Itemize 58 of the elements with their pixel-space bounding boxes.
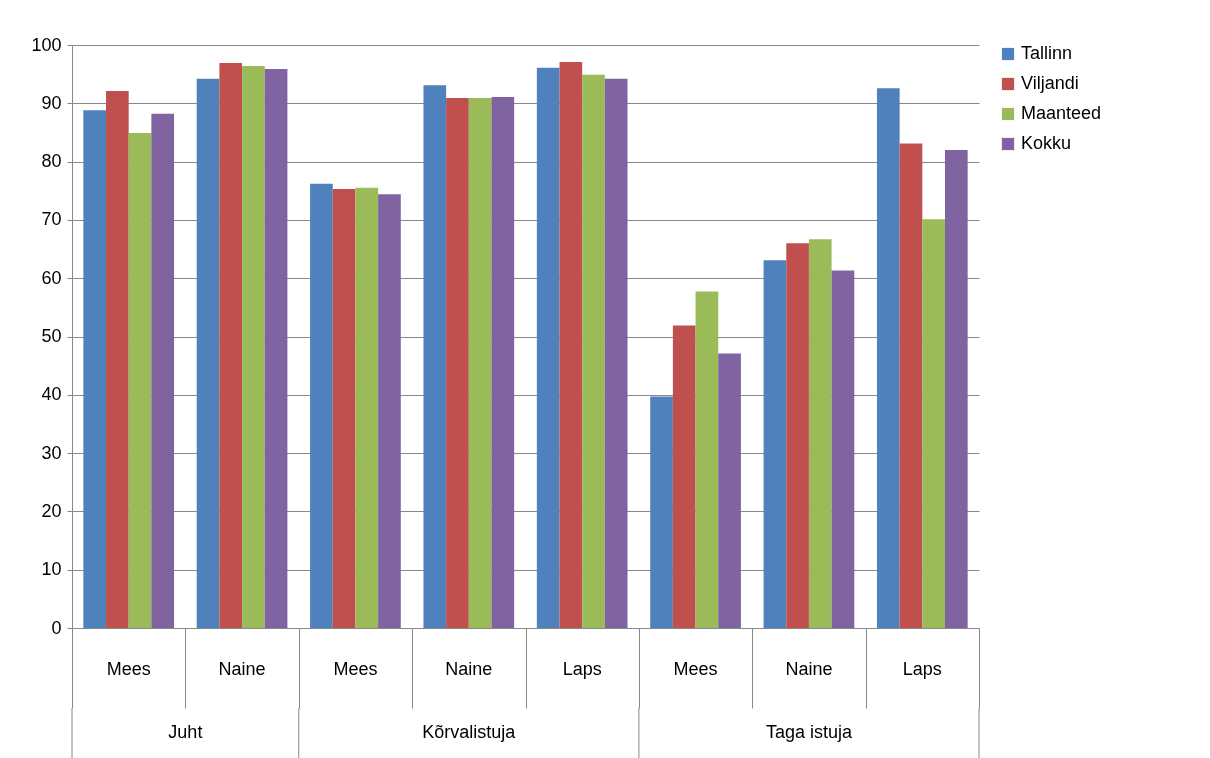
legend-label: Tallinn — [1021, 43, 1073, 63]
bar — [83, 110, 107, 628]
bar — [219, 63, 243, 628]
x-tick-label: Naine — [785, 659, 833, 679]
bar — [831, 270, 855, 628]
x-tick-label: Mees — [106, 659, 151, 679]
y-tick-label: 0 — [51, 617, 62, 638]
bar — [808, 239, 832, 628]
bar — [423, 85, 447, 628]
bar — [310, 183, 333, 628]
y-tick-label: 20 — [41, 500, 62, 521]
y-tick-label: 30 — [41, 442, 62, 463]
bar — [718, 353, 741, 628]
y-tick-label: 100 — [31, 34, 62, 55]
bar — [242, 65, 265, 628]
bar — [763, 260, 787, 628]
y-tick-label: 80 — [41, 151, 62, 172]
x-tick-label: Mees — [333, 659, 378, 679]
legend-label: Kokku — [1021, 133, 1072, 153]
bar — [650, 396, 673, 628]
bar — [582, 74, 605, 628]
bar — [468, 98, 492, 628]
bar — [491, 96, 515, 628]
bar — [672, 325, 696, 628]
bar — [151, 113, 175, 628]
y-tick-label: 90 — [41, 92, 62, 113]
bar — [695, 291, 719, 628]
bar — [559, 61, 583, 628]
bar — [604, 78, 628, 628]
legend-label: Maanteed — [1021, 103, 1102, 123]
y-tick-label: 70 — [41, 209, 62, 230]
text: Taga istuja — [765, 722, 853, 742]
bar — [899, 143, 923, 628]
bar — [128, 133, 152, 628]
bar — [332, 189, 356, 628]
bar — [378, 194, 401, 628]
bar — [876, 88, 900, 628]
x-tick-label: Laps — [562, 659, 602, 679]
bar — [355, 187, 379, 628]
x-tick-label: Laps — [902, 659, 942, 679]
x-tick-label: Naine — [218, 659, 266, 679]
text: Kõrvalistuja — [422, 722, 517, 742]
bar — [786, 243, 809, 628]
bar — [446, 98, 469, 628]
legend-label: Viljandi — [1021, 73, 1079, 93]
x-tick-label: Mees — [673, 659, 718, 679]
bar — [922, 219, 945, 628]
y-tick-label: 40 — [41, 384, 62, 405]
bar — [264, 68, 288, 628]
y-tick-label: 10 — [41, 559, 62, 580]
bar — [196, 78, 220, 628]
y-tick-label: 60 — [41, 267, 62, 288]
x-tick-label: Naine — [445, 659, 493, 679]
bar — [106, 91, 129, 628]
y-tick-label: 50 — [41, 326, 62, 346]
bar — [944, 149, 968, 628]
text: Juht — [168, 722, 203, 742]
bar — [536, 67, 560, 628]
